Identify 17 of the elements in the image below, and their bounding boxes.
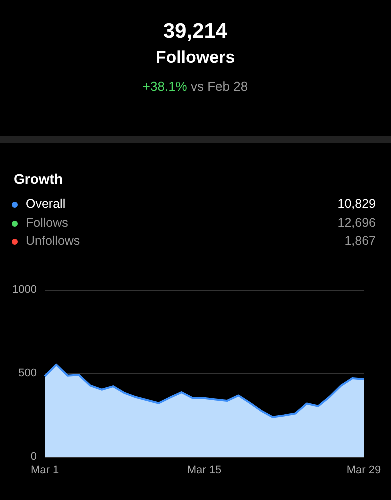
text: 10,829 [338,197,376,211]
text: 39,214 [162,20,229,44]
legend-label: Unfollows [26,234,80,248]
text: vs Feb 28 [190,79,248,94]
y-tick-label: 500 [18,368,37,380]
x-tick-label: Mar 15 [187,464,222,476]
text: 12,696 [338,216,376,230]
y-tick-label: 1000 [12,284,37,296]
legend-label: Follows [26,216,68,230]
text: Followers [154,48,236,68]
y-tick-label: 0 [30,451,37,463]
legend-label: Overall [26,197,66,211]
text: +38.1% [142,79,188,94]
text: 1,867 [344,234,376,248]
x-tick-label: Mar 29 [346,464,382,476]
x-tick-label: Mar 1 [30,464,60,476]
chart-title: Growth [14,171,63,187]
